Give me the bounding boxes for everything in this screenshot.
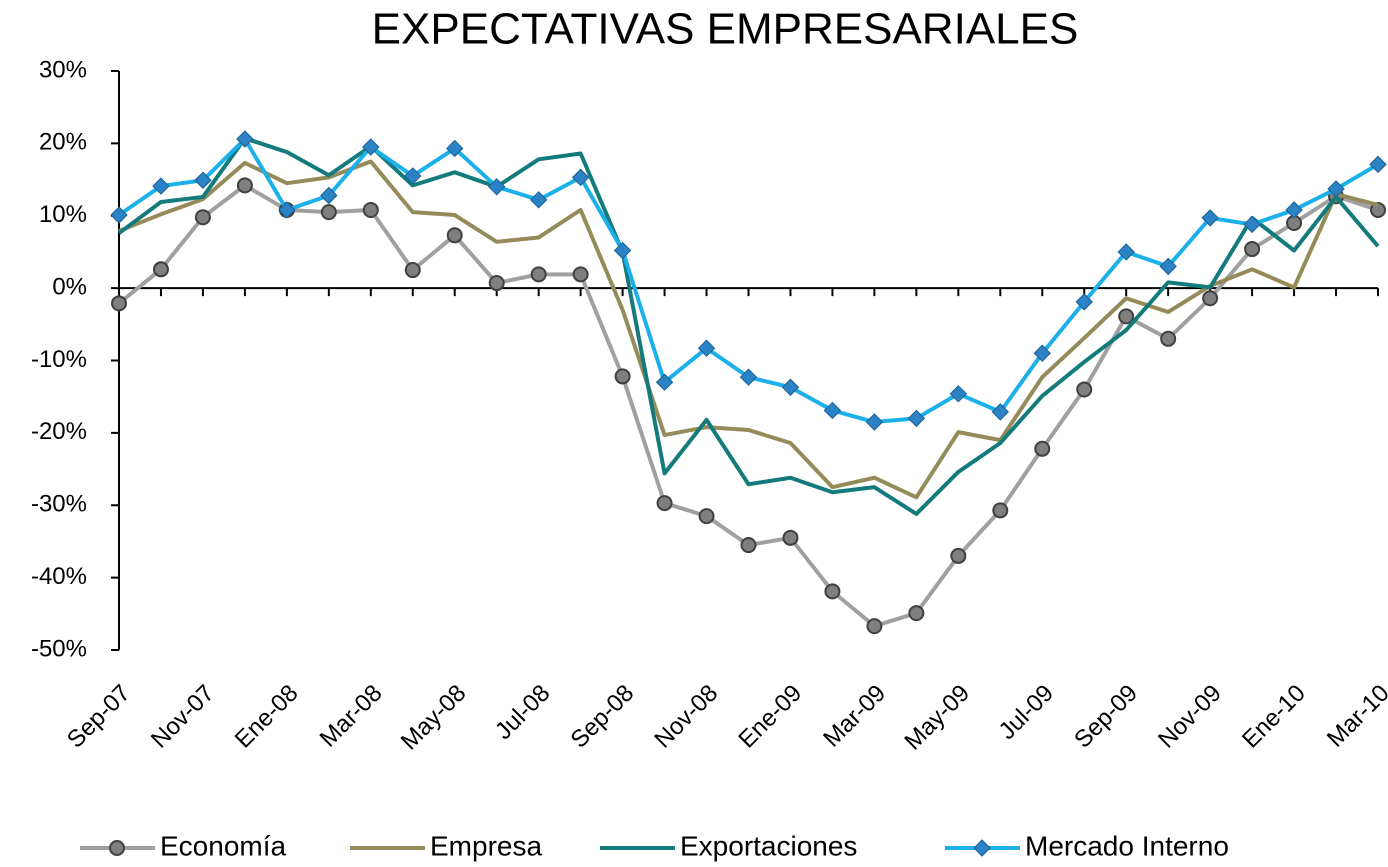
y-tick-label: -10% <box>31 346 87 373</box>
point <box>1244 241 1261 258</box>
x-tick-label: Ene-09 <box>733 680 807 754</box>
x-tick-label: Mar-09 <box>818 680 891 753</box>
point <box>907 409 926 428</box>
point <box>698 508 715 525</box>
chart-title: EXPECTATIVAS EMPRESARIALES <box>372 5 1079 54</box>
series-line <box>117 136 1380 516</box>
x-tick-label: Sep-09 <box>1069 680 1143 754</box>
point <box>1202 290 1219 307</box>
point <box>194 209 211 226</box>
y-tick-label: -40% <box>31 563 87 590</box>
point <box>1033 344 1051 362</box>
y-tick-label: 20% <box>39 129 87 156</box>
point <box>236 177 253 194</box>
point <box>781 378 800 396</box>
point <box>1118 308 1135 325</box>
point <box>362 201 379 218</box>
point <box>152 261 169 278</box>
x-tick-label: Nov-09 <box>1153 680 1227 754</box>
point <box>739 368 758 386</box>
point <box>1369 155 1387 174</box>
point <box>404 262 421 279</box>
x-tick-label: Ene-10 <box>1237 680 1311 754</box>
point <box>1243 215 1261 234</box>
point <box>991 403 1010 421</box>
legend-label: Economía <box>160 830 286 861</box>
y-tick-label: -20% <box>31 418 87 445</box>
point <box>488 275 505 292</box>
point <box>1201 209 1219 227</box>
x-tick-label: Mar-08 <box>315 680 388 753</box>
legend-label: Empresa <box>430 830 542 861</box>
y-tick-label: -50% <box>31 635 87 662</box>
x-tick-label: Sep-07 <box>62 680 136 754</box>
point <box>1076 381 1093 398</box>
point <box>572 266 589 283</box>
series-line <box>117 183 1379 629</box>
point <box>320 204 337 221</box>
x-tick-label: Jul-08 <box>490 680 555 745</box>
point <box>823 401 842 420</box>
point <box>866 618 883 635</box>
point <box>950 547 967 564</box>
y-tick-label: 0% <box>52 273 87 300</box>
point <box>320 186 338 205</box>
point <box>1075 293 1093 311</box>
point <box>824 583 841 600</box>
point <box>656 495 673 512</box>
x-tick-label: Mar-10 <box>1322 680 1388 753</box>
x-tick-label: May-08 <box>396 680 472 756</box>
x-tick-label: Sep-08 <box>566 680 640 754</box>
point <box>362 138 380 156</box>
point <box>613 241 632 260</box>
point <box>236 130 254 148</box>
y-tick-label: 10% <box>39 201 87 228</box>
point <box>111 295 127 312</box>
series-line <box>118 159 1379 500</box>
point <box>1160 330 1177 347</box>
point <box>740 537 757 554</box>
point <box>1285 201 1303 219</box>
x-tick-label: Nov-07 <box>146 680 220 754</box>
point <box>404 167 422 185</box>
point <box>697 339 716 357</box>
y-tick-label: -30% <box>31 491 87 518</box>
legend-label: Exportaciones <box>680 830 857 861</box>
point <box>655 373 674 391</box>
x-tick-label: Ene-08 <box>230 680 304 754</box>
point <box>1327 180 1345 198</box>
x-tick-label: Nov-08 <box>649 680 723 754</box>
point <box>110 206 128 224</box>
point <box>530 266 547 283</box>
point <box>865 413 884 431</box>
point <box>487 178 506 196</box>
point <box>908 605 925 622</box>
y-tick-label: 30% <box>39 56 87 83</box>
point <box>992 502 1009 519</box>
point <box>1034 440 1051 457</box>
point <box>278 201 296 219</box>
x-tick-label: May-09 <box>899 680 975 756</box>
point <box>1117 243 1135 261</box>
point <box>446 139 464 158</box>
x-tick-label: Jul-09 <box>994 680 1059 745</box>
point <box>782 529 799 546</box>
point <box>194 171 212 189</box>
legend-marker <box>109 840 125 856</box>
legend-label: Mercado Interno <box>1025 830 1229 861</box>
point <box>446 227 463 244</box>
point <box>614 368 631 385</box>
point <box>529 191 548 209</box>
point <box>571 168 590 187</box>
point <box>949 385 968 403</box>
point <box>152 177 170 195</box>
legend-marker <box>973 839 991 857</box>
point <box>1159 257 1177 276</box>
